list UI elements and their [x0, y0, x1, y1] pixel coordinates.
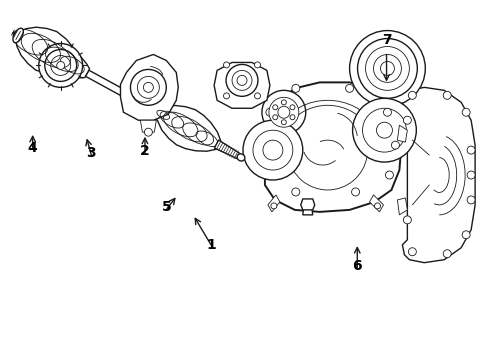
Circle shape	[145, 128, 152, 136]
Circle shape	[271, 203, 277, 209]
Circle shape	[403, 216, 412, 224]
Circle shape	[443, 91, 451, 99]
Circle shape	[353, 98, 416, 162]
Circle shape	[243, 120, 303, 180]
Circle shape	[39, 44, 83, 87]
Circle shape	[266, 108, 274, 116]
Circle shape	[45, 50, 76, 81]
Circle shape	[345, 84, 354, 92]
Circle shape	[292, 188, 300, 196]
Circle shape	[349, 31, 425, 106]
Polygon shape	[121, 54, 178, 120]
Polygon shape	[153, 105, 220, 151]
Circle shape	[408, 91, 416, 99]
Polygon shape	[141, 120, 156, 132]
Circle shape	[363, 108, 406, 152]
Circle shape	[366, 46, 409, 90]
Polygon shape	[397, 198, 407, 215]
Circle shape	[273, 115, 278, 120]
Text: 4: 4	[28, 141, 38, 155]
Circle shape	[226, 64, 258, 96]
Circle shape	[290, 105, 295, 110]
Circle shape	[462, 231, 470, 239]
Polygon shape	[397, 125, 407, 142]
Circle shape	[380, 62, 394, 75]
Text: 5: 5	[162, 200, 172, 214]
Circle shape	[223, 62, 229, 68]
Circle shape	[290, 115, 295, 120]
Circle shape	[292, 84, 300, 92]
Polygon shape	[13, 27, 90, 78]
Circle shape	[273, 105, 278, 110]
Circle shape	[281, 100, 286, 105]
Circle shape	[262, 90, 306, 134]
Ellipse shape	[13, 28, 24, 43]
Circle shape	[51, 55, 71, 75]
Circle shape	[386, 171, 393, 179]
Circle shape	[467, 196, 475, 204]
Circle shape	[278, 106, 290, 118]
Text: 6: 6	[352, 259, 362, 273]
Circle shape	[403, 116, 412, 124]
Circle shape	[130, 69, 166, 105]
Polygon shape	[301, 199, 315, 210]
Polygon shape	[214, 140, 240, 159]
Circle shape	[352, 188, 360, 196]
Circle shape	[374, 203, 380, 209]
Polygon shape	[85, 70, 159, 114]
Circle shape	[376, 122, 392, 138]
Polygon shape	[214, 62, 270, 108]
Circle shape	[144, 82, 153, 92]
Polygon shape	[263, 82, 401, 212]
Circle shape	[467, 146, 475, 154]
Circle shape	[237, 75, 247, 85]
Circle shape	[137, 76, 159, 98]
Polygon shape	[402, 87, 475, 263]
Circle shape	[269, 97, 299, 127]
Circle shape	[281, 120, 286, 125]
Text: 1: 1	[206, 238, 216, 252]
Circle shape	[467, 171, 475, 179]
Circle shape	[57, 62, 65, 69]
Text: 7: 7	[382, 33, 392, 47]
Circle shape	[232, 71, 252, 90]
Circle shape	[373, 54, 401, 82]
Circle shape	[254, 93, 261, 99]
Text: 2: 2	[140, 144, 150, 158]
Circle shape	[358, 39, 417, 98]
Circle shape	[253, 130, 293, 170]
Polygon shape	[303, 207, 313, 215]
Circle shape	[223, 93, 229, 99]
Circle shape	[254, 62, 261, 68]
Polygon shape	[268, 195, 280, 212]
Polygon shape	[369, 195, 384, 212]
Circle shape	[263, 140, 283, 160]
Circle shape	[384, 108, 392, 116]
Text: 3: 3	[86, 146, 96, 160]
Circle shape	[392, 141, 399, 149]
Ellipse shape	[237, 154, 245, 161]
Circle shape	[462, 108, 470, 116]
Circle shape	[408, 248, 416, 256]
Circle shape	[443, 250, 451, 258]
